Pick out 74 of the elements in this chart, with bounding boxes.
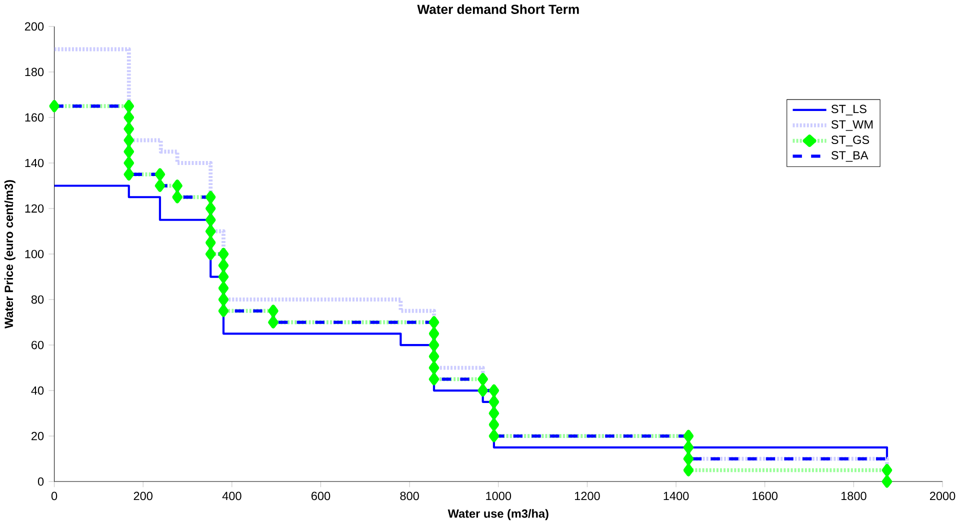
point [488, 406, 500, 420]
point [124, 156, 134, 169]
y-axis-title: Water Price (euro cent/m3) [4, 180, 16, 328]
y-tick-label: 40 [31, 386, 44, 394]
point [268, 316, 278, 328]
legend-label: ST_BA [831, 150, 868, 162]
point [428, 316, 440, 328]
point [428, 327, 440, 340]
point [428, 338, 440, 351]
point [205, 190, 216, 204]
x-tick-label: 0 [51, 492, 58, 500]
point [218, 248, 229, 260]
x-tick-label: 600 [312, 492, 330, 500]
point [124, 134, 134, 146]
point [488, 396, 500, 408]
point [124, 111, 134, 124]
point [124, 168, 134, 180]
y-tick-label: 200 [24, 22, 44, 30]
x-tick-label: 1000 [486, 492, 512, 500]
point [172, 190, 182, 204]
x-tick-label: 2000 [930, 492, 956, 500]
y-tick-label: 160 [25, 113, 44, 122]
point [428, 350, 440, 362]
y-tick-label: 100 [25, 250, 44, 258]
point [488, 430, 500, 442]
point [882, 464, 892, 476]
legend-label: ST_GS [831, 135, 870, 146]
y-tick-label: 180 [25, 68, 44, 76]
x-tick-label: 400 [222, 492, 242, 500]
point [205, 202, 216, 214]
point [683, 441, 694, 454]
point [882, 475, 892, 488]
point [683, 430, 694, 442]
point [218, 304, 229, 317]
point [218, 258, 229, 272]
point [124, 122, 134, 135]
point [205, 224, 216, 238]
x-tick-label: 200 [134, 492, 152, 500]
point [154, 179, 166, 192]
point [268, 304, 278, 317]
x-tick-label: 1400 [664, 492, 689, 500]
point [218, 282, 229, 294]
point [124, 145, 134, 158]
point [683, 452, 694, 465]
point [172, 179, 182, 192]
x-axis-title: Water use (m3/ha) [448, 508, 548, 520]
point [124, 100, 134, 112]
y-tick-label: 120 [25, 204, 44, 212]
y-tick-label: 20 [32, 432, 44, 440]
x-tick-label: 800 [400, 492, 419, 500]
y-tick-label: 140 [25, 158, 44, 167]
y-tick-label: 80 [31, 295, 44, 304]
point [478, 372, 488, 386]
chart-title: Water demand Short Term [417, 4, 579, 14]
y-tick-label: 0 [38, 477, 44, 486]
point [154, 168, 166, 180]
point [488, 418, 500, 431]
point [683, 464, 694, 476]
point [218, 270, 229, 283]
point [49, 100, 60, 112]
point [205, 213, 216, 226]
point [205, 236, 216, 249]
point [488, 384, 500, 396]
point [478, 384, 488, 396]
x-tick-label: 1200 [575, 492, 600, 500]
point [428, 361, 440, 374]
point [428, 372, 440, 386]
x-tick-label: 1600 [752, 492, 778, 500]
y-tick-label: 60 [32, 340, 44, 349]
x-tick-label: 1800 [841, 492, 866, 500]
point [205, 248, 216, 260]
legend-label: ST_LS [831, 104, 866, 116]
point [218, 293, 229, 306]
legend-label: ST_WM [831, 120, 873, 131]
